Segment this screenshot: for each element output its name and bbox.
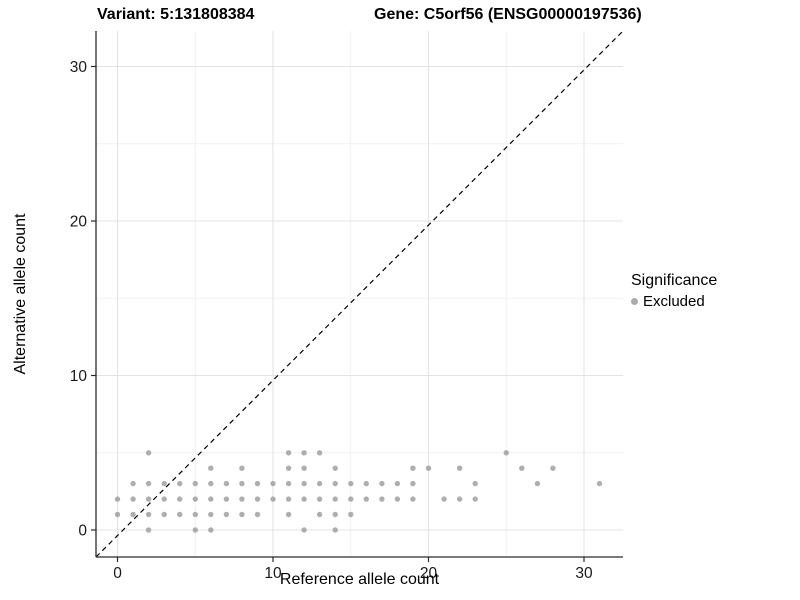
data-point: [270, 496, 276, 502]
data-point: [239, 496, 245, 502]
data-point: [285, 480, 292, 487]
data-point: [285, 450, 292, 456]
data-point: [145, 527, 152, 533]
data-point: [301, 465, 307, 471]
data-point: [363, 496, 369, 502]
data-point: [285, 465, 292, 471]
data-point: [534, 480, 541, 487]
data-point: [177, 496, 183, 502]
y-tick-label: 10: [70, 368, 88, 385]
data-point: [208, 496, 214, 502]
data-point: [410, 496, 416, 502]
data-point: [192, 480, 198, 487]
data-point: [301, 450, 307, 456]
data-point: [332, 465, 338, 471]
data-point: [332, 496, 338, 502]
data-point: [519, 465, 525, 471]
data-point: [239, 511, 245, 518]
data-point: [208, 527, 214, 533]
data-point: [456, 496, 463, 502]
legend-item-label: Excluded: [643, 293, 705, 310]
y-axis-title: Alternative allele count: [12, 213, 29, 375]
data-point: [348, 480, 354, 487]
data-point: [285, 511, 292, 518]
data-point: [270, 480, 276, 487]
data-point: [239, 480, 245, 487]
data-point: [348, 496, 354, 502]
data-point: [208, 465, 214, 471]
plot-title-gene: Gene: C5orf56 (ENSG00000197536): [374, 6, 642, 23]
data-point: [410, 480, 416, 487]
data-point: [316, 450, 323, 456]
data-point: [472, 480, 478, 487]
data-point: [394, 480, 401, 487]
y-tick-label: 30: [70, 59, 88, 76]
data-point: [425, 465, 432, 471]
data-point: [550, 465, 556, 471]
data-point: [145, 450, 152, 456]
data-point: [503, 450, 509, 456]
data-point: [472, 496, 478, 502]
data-point: [223, 496, 230, 502]
data-point: [208, 480, 214, 487]
plot-title-variant: Variant: 5:131808384: [97, 6, 255, 23]
x-axis-title: Reference allele count: [279, 571, 440, 588]
y-tick-label: 20: [70, 214, 88, 231]
data-point: [332, 511, 338, 518]
data-point: [114, 496, 121, 502]
data-point: [394, 496, 401, 502]
data-point: [285, 496, 292, 502]
data-point: [223, 511, 230, 518]
legend: Significance Excluded: [631, 272, 717, 310]
data-point: [177, 480, 183, 487]
data-point: [192, 496, 198, 502]
data-point: [316, 511, 323, 518]
x-tick-label: 20: [420, 565, 438, 582]
x-tick-label: 0: [113, 565, 122, 582]
data-point: [596, 480, 603, 487]
data-point: [254, 511, 261, 518]
data-point: [316, 496, 323, 502]
data-point: [379, 496, 385, 502]
data-point: [301, 527, 307, 533]
data-point: [161, 496, 167, 502]
data-point: [145, 511, 152, 518]
identity-line: [95, 30, 624, 558]
data-point: [301, 480, 307, 487]
data-point: [379, 480, 385, 487]
data-point: [239, 465, 245, 471]
data-point: [130, 511, 136, 518]
data-point: [254, 496, 261, 502]
data-point: [177, 511, 183, 518]
data-point: [145, 496, 152, 502]
data-point: [301, 496, 307, 502]
y-tick-label: 0: [78, 523, 87, 540]
data-point: [316, 480, 323, 487]
data-point: [456, 465, 463, 471]
data-point: [145, 480, 152, 487]
data-point: [192, 527, 198, 533]
data-point: [192, 511, 198, 518]
x-tick-label: 10: [264, 565, 282, 582]
data-point: [332, 527, 338, 533]
data-point: [441, 496, 447, 502]
data-point: [130, 496, 136, 502]
data-point: [363, 480, 369, 487]
data-point: [208, 511, 214, 518]
legend-dot-icon: [631, 298, 638, 305]
data-point: [161, 480, 167, 487]
data-point: [348, 511, 354, 518]
data-point: [254, 480, 261, 487]
data-point: [223, 480, 230, 487]
data-point: [332, 480, 338, 487]
legend-item-excluded: Excluded: [631, 293, 717, 310]
data-point: [161, 511, 167, 518]
data-point: [130, 480, 136, 487]
data-point: [410, 465, 416, 471]
x-tick-label: 30: [575, 565, 593, 582]
legend-title: Significance: [631, 272, 718, 289]
data-point: [114, 511, 121, 518]
